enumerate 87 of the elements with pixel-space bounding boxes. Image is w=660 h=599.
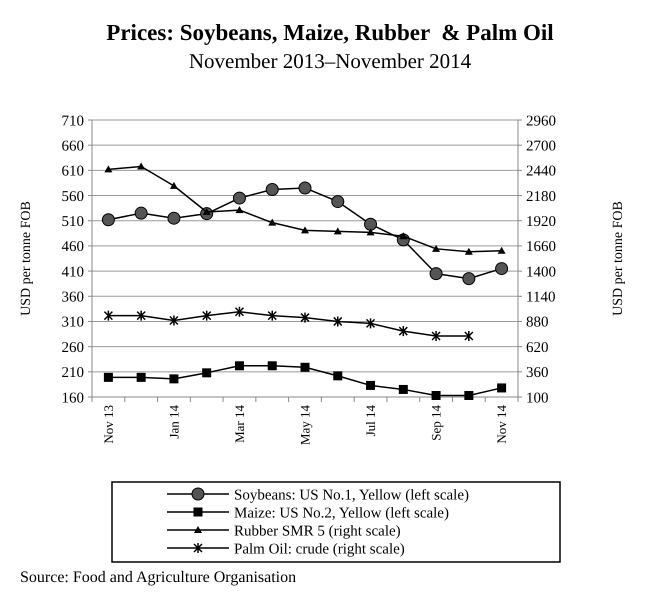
y-tick-label: 410 xyxy=(62,264,84,280)
x-tick-label: Jan 14 xyxy=(166,404,182,439)
y2-tick-label: 2440 xyxy=(526,164,556,180)
legend-label: Rubber SMR 5 (right scale) xyxy=(234,523,401,540)
point xyxy=(104,165,112,172)
point xyxy=(464,390,474,400)
point xyxy=(333,371,342,380)
x-tick-label: Sep 14 xyxy=(428,404,444,441)
point xyxy=(232,192,246,205)
point xyxy=(235,206,244,214)
point xyxy=(333,316,343,328)
y2-tick-label: 360 xyxy=(526,365,548,382)
x-tick-label: May 14 xyxy=(298,404,313,446)
point xyxy=(495,262,508,276)
point xyxy=(268,361,277,370)
point xyxy=(169,374,178,384)
point xyxy=(134,206,148,220)
y-tick-label: 510 xyxy=(62,214,84,230)
point xyxy=(431,330,441,342)
y-tick-label: 210 xyxy=(62,365,84,382)
point xyxy=(267,310,277,322)
chart-subtitle: November 2013–November 2014 xyxy=(188,49,472,73)
point xyxy=(464,330,474,342)
y2-tick-label: 620 xyxy=(526,340,548,356)
point xyxy=(366,318,376,330)
point xyxy=(104,310,114,322)
x-tick-label: Jul 14 xyxy=(363,404,378,436)
y-tick-label: 310 xyxy=(62,314,84,331)
point xyxy=(301,226,309,234)
y2-tick-label: 1140 xyxy=(526,290,556,306)
point xyxy=(234,306,244,318)
point xyxy=(462,272,476,286)
point xyxy=(464,248,473,255)
x-tick-label: Nov 13 xyxy=(100,405,116,444)
point xyxy=(234,361,244,370)
point xyxy=(300,312,310,324)
y2-tick-label: 2180 xyxy=(526,188,556,205)
point xyxy=(398,325,408,337)
point xyxy=(432,390,441,400)
point xyxy=(169,314,179,326)
y-tick-label: 260 xyxy=(62,340,84,356)
x-tick-label: Nov 14 xyxy=(494,404,510,444)
point xyxy=(366,228,375,236)
point xyxy=(398,384,408,394)
y2-axis-title: USD per tonne FOB xyxy=(611,201,626,316)
point xyxy=(170,182,178,189)
y2-tick-label: 2700 xyxy=(526,138,556,154)
point xyxy=(266,183,279,196)
y-tick-label: 610 xyxy=(62,164,84,180)
y-tick-label: 460 xyxy=(62,239,84,256)
point xyxy=(167,212,180,225)
y-tick-label: 710 xyxy=(62,113,84,130)
chart-title: Prices: Soybeans, Maize, Rubber & Palm Oil xyxy=(106,20,554,45)
x-tick-label: Mar 14 xyxy=(232,404,248,443)
y2-tick-label: 2960 xyxy=(526,113,556,130)
legend-label: Palm Oil: crude (right scale) xyxy=(234,541,405,558)
point xyxy=(331,195,344,208)
point xyxy=(334,227,342,234)
y-tick-label: 560 xyxy=(62,188,84,205)
y2-tick-label: 880 xyxy=(526,314,548,331)
point xyxy=(430,267,443,280)
point xyxy=(136,310,146,322)
legend-label: Maize: US No.2, Yellow (left scale) xyxy=(234,505,449,522)
point xyxy=(300,362,310,372)
point xyxy=(136,372,146,382)
point xyxy=(366,380,376,390)
point xyxy=(268,218,276,226)
point xyxy=(498,246,506,254)
point xyxy=(364,218,378,231)
y2-tick-label: 1920 xyxy=(526,214,556,230)
source-note: Source: Food and Agriculture Organisation xyxy=(20,569,296,586)
point xyxy=(104,372,113,382)
y-axis-title: USD per tonne FOB xyxy=(19,201,34,316)
point xyxy=(497,383,506,392)
y-tick-label: 360 xyxy=(62,290,84,306)
point xyxy=(202,368,212,378)
y-tick-label: 160 xyxy=(62,390,84,406)
legend-label: Soybeans: US No.1, Yellow (left scale) xyxy=(234,487,469,504)
y2-tick-label: 1400 xyxy=(526,264,556,280)
point xyxy=(432,244,440,252)
point xyxy=(102,213,115,226)
y2-tick-label: 1660 xyxy=(526,239,556,256)
y2-tick-label: 100 xyxy=(526,390,548,406)
point xyxy=(298,181,312,194)
y-tick-label: 660 xyxy=(62,138,84,154)
point xyxy=(137,162,146,170)
point xyxy=(202,310,212,322)
